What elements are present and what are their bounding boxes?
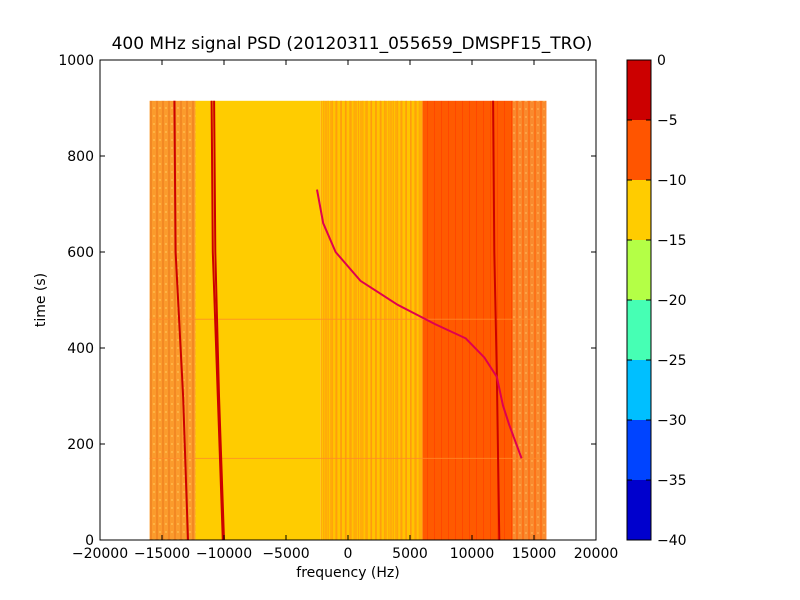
- x-tick-label: 5000: [392, 546, 428, 562]
- y-axis-label: time (s): [33, 273, 49, 327]
- plot-area: [149, 100, 547, 541]
- psd-stripe: [418, 100, 420, 541]
- x-tick-label: 15000: [512, 546, 557, 562]
- psd-region: [422, 100, 513, 541]
- y-tick-label: 400: [67, 341, 94, 357]
- psd-stripe: [366, 100, 368, 541]
- psd-stripe: [401, 100, 403, 541]
- y-axis: 0 200 400 600 800 1000: [58, 53, 596, 549]
- x-axis: −20000 −15000 −10000 −5000 0 5000 10000 15000 20…: [72, 60, 618, 562]
- x-axis-label: frequency (Hz): [296, 565, 399, 581]
- psd-stripe: [396, 100, 399, 541]
- psd-stripe: [370, 100, 373, 541]
- psd-stripe: [362, 100, 364, 541]
- signal-trace: [316, 189, 523, 459]
- colorbar-tick-label: −25: [657, 353, 687, 369]
- colorbar-tick-label: −40: [657, 533, 687, 549]
- psd-stripe: [331, 100, 334, 541]
- colorbar-segment: [627, 300, 651, 360]
- colorbar-tick-label: 0: [657, 53, 666, 69]
- psd-stripe: [383, 100, 386, 541]
- colorbar-tick-label: −30: [657, 413, 687, 429]
- y-tick-label: 600: [67, 245, 94, 261]
- colorbar-tick-label: −35: [657, 473, 687, 489]
- colorbar-segment: [627, 60, 651, 120]
- signal-trace: [492, 100, 501, 541]
- psd-region: [512, 100, 547, 541]
- signal-trace: [210, 100, 224, 541]
- chart-title: 400 MHz signal PSD (20120311_055659_DMSP…: [112, 34, 593, 54]
- x-tick-label: −10000: [196, 546, 252, 562]
- psd-stripe: [410, 100, 412, 541]
- colorbar-tick-label: −10: [657, 173, 687, 189]
- psd-stripe: [379, 100, 381, 541]
- psd-region: [149, 100, 196, 541]
- psd-stripe: [405, 100, 407, 541]
- psd-stripe: [414, 100, 416, 541]
- colorbar-tick-label: −15: [657, 233, 687, 249]
- colorbar-tick-label: −5: [657, 113, 678, 129]
- x-tick-label: 10000: [450, 546, 495, 562]
- colorbar: −40 −35 −30 −25 −20 −15 −10 −5 0: [626, 53, 687, 549]
- psd-stripe: [353, 100, 355, 541]
- psd-stripe: [375, 100, 377, 541]
- x-tick-label: 20000: [574, 546, 619, 562]
- colorbar-segment: [627, 360, 651, 420]
- x-tick-label: −15000: [134, 546, 190, 562]
- signal-trace: [173, 100, 189, 541]
- colorbar-tick-label: −20: [657, 293, 687, 309]
- y-tick-label: 200: [67, 437, 94, 453]
- psd-stripe: [340, 100, 342, 541]
- colorbar-segment: [627, 180, 651, 240]
- psd-stripe: [392, 100, 394, 541]
- psd-stripe: [336, 100, 338, 541]
- colorbar-segment: [627, 240, 651, 300]
- psd-stripe: [327, 100, 329, 541]
- y-tick-label: 1000: [58, 53, 94, 69]
- x-tick-label: −5000: [262, 546, 309, 562]
- psd-stripe: [349, 100, 351, 541]
- psd-stripe: [344, 100, 347, 541]
- colorbar-segment: [627, 480, 651, 540]
- y-tick-label: 800: [67, 149, 94, 165]
- signal-trace: [213, 100, 225, 541]
- psd-stripe: [388, 100, 390, 541]
- psd-stripe: [357, 100, 360, 541]
- x-tick-label: −20000: [72, 546, 128, 562]
- y-tick-label: 0: [85, 533, 94, 549]
- colorbar-segment: [627, 120, 651, 180]
- x-tick-label: 0: [344, 546, 353, 562]
- colorbar-segment: [627, 420, 651, 480]
- psd-stripe: [323, 100, 325, 541]
